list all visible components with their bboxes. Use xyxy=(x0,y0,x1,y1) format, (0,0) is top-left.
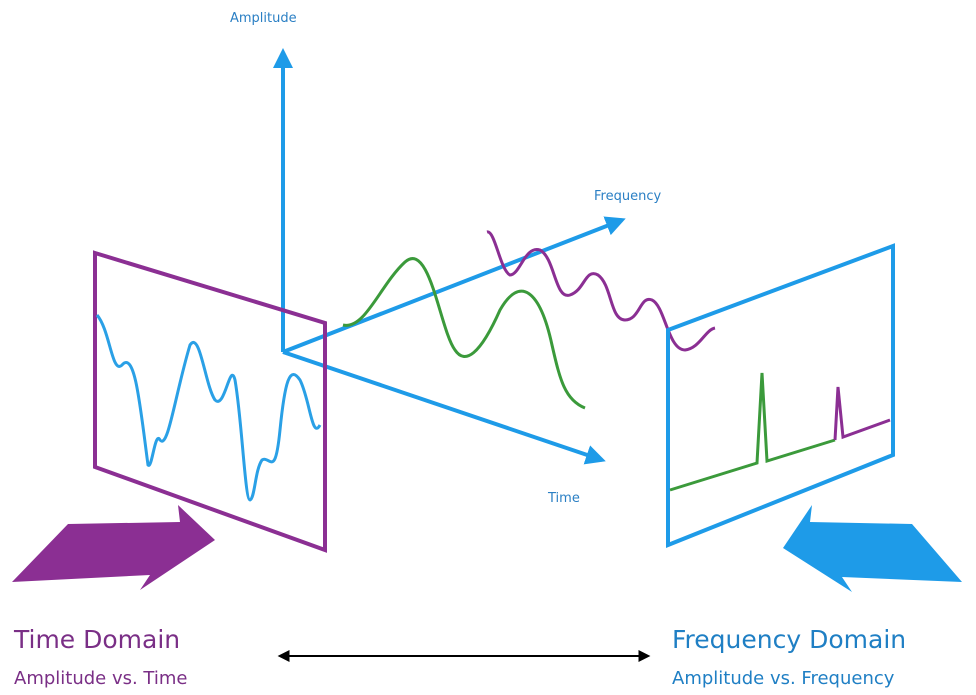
panel-title: Frequency Domain xyxy=(672,625,906,654)
frequency-arrow xyxy=(783,505,962,592)
axes xyxy=(273,48,626,465)
frequency-axis xyxy=(282,216,626,354)
low-frequency-wave xyxy=(342,257,586,410)
frequency-label: Frequency xyxy=(594,189,661,204)
time-signal xyxy=(95,314,322,502)
frequency-panel xyxy=(666,243,895,548)
time-axis xyxy=(282,350,606,465)
time-label: Time xyxy=(547,491,580,506)
panel-title: Time Domain xyxy=(13,625,180,654)
high-frequency-spike xyxy=(833,386,891,441)
amplitude-label: Amplitude xyxy=(230,11,297,26)
panel-subtitle: Amplitude vs. Time xyxy=(14,668,188,689)
low-frequency-spike xyxy=(669,372,836,492)
high-frequency-wave xyxy=(486,230,716,352)
panel-subtitle: Amplitude vs. Frequency xyxy=(672,668,895,689)
time-arrow xyxy=(12,505,215,590)
time-panel xyxy=(93,250,327,553)
